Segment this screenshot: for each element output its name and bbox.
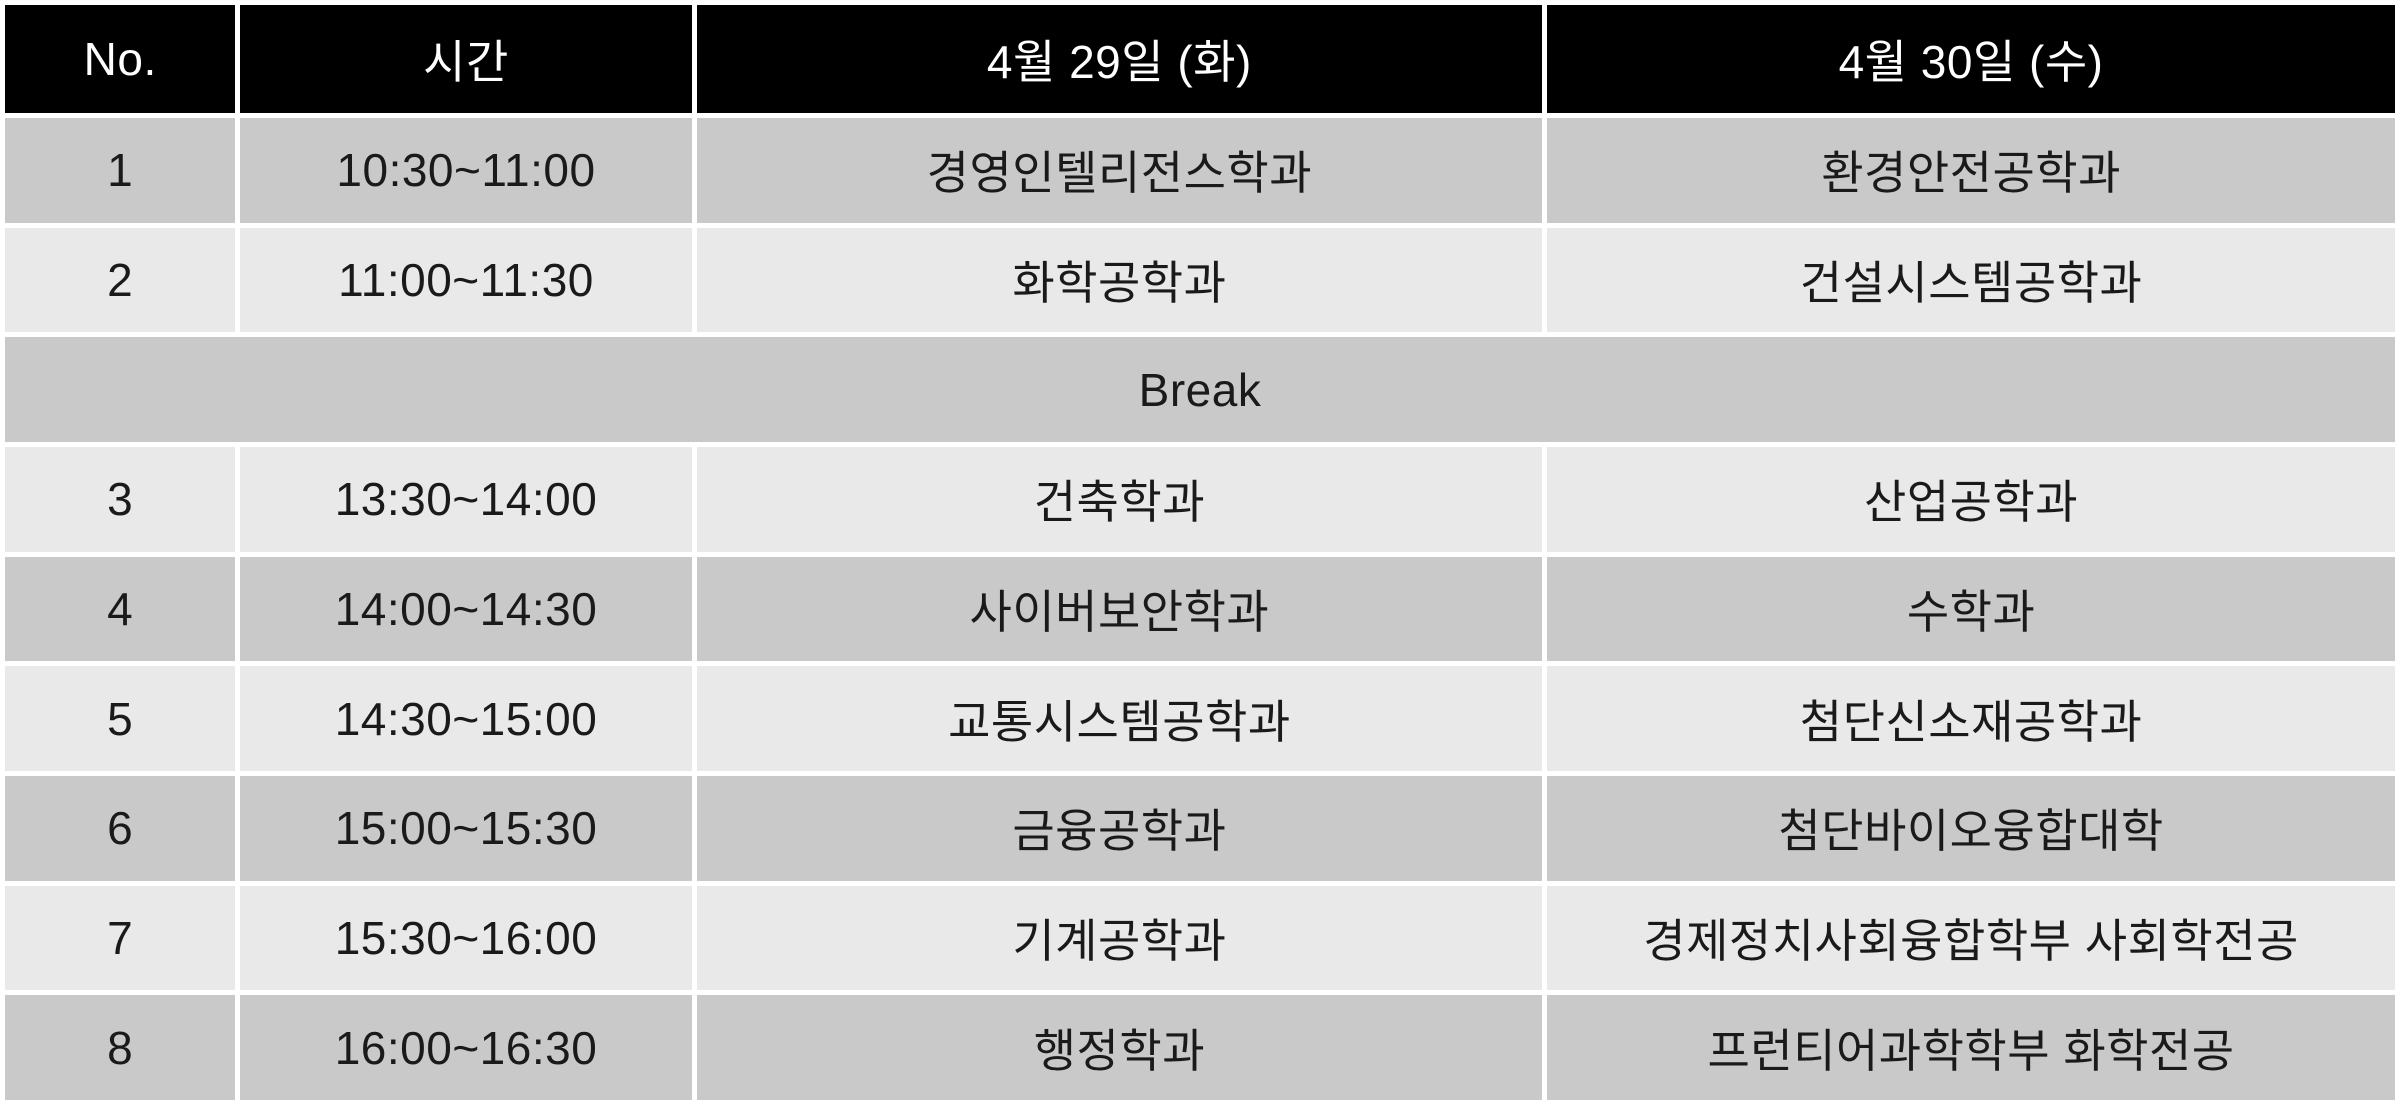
day2-department-cell: 프런티어과학학부 화학전공: [1547, 995, 2395, 1100]
header-row: No. 시간 4월 29일 (화) 4월 30일 (수): [5, 5, 2395, 113]
header-cell-time: 시간: [240, 5, 692, 113]
day2-department-cell: 환경안전공학과: [1547, 118, 2395, 223]
day2-department-cell: 첨단신소재공학과: [1547, 666, 2395, 771]
day1-department-cell: 사이버보안학과: [696, 556, 1543, 662]
day1-department-cell: 기계공학과: [696, 885, 1543, 991]
time-cell: 10:30~11:00: [240, 118, 692, 223]
break-cell: Break: [5, 337, 2395, 442]
break-row: Break: [5, 337, 2395, 442]
row-number-cell: 4: [5, 556, 236, 662]
row-number-cell: 2: [5, 227, 236, 333]
day2-department-cell: 수학과: [1547, 556, 2395, 662]
time-cell: 14:30~15:00: [240, 666, 692, 771]
table-row: 4 14:00~14:30 사이버보안학과 수학과: [5, 556, 2395, 662]
time-cell: 11:00~11:30: [240, 227, 692, 333]
day1-department-cell: 화학공학과: [696, 227, 1543, 333]
time-cell: 15:00~15:30: [240, 775, 692, 881]
row-number-cell: 8: [5, 995, 236, 1100]
table-row: 8 16:00~16:30 행정학과 프런티어과학학부 화학전공: [5, 995, 2395, 1100]
time-cell: 13:30~14:00: [240, 446, 692, 552]
day2-department-cell: 첨단바이오융합대학: [1547, 775, 2395, 881]
row-number-cell: 7: [5, 885, 236, 991]
time-cell: 14:00~14:30: [240, 556, 692, 662]
time-cell: 16:00~16:30: [240, 995, 692, 1100]
table-row: 7 15:30~16:00 기계공학과 경제정치사회융합학부 사회학전공: [5, 885, 2395, 991]
day1-department-cell: 건축학과: [696, 446, 1543, 552]
table-row: 5 14:30~15:00 교통시스템공학과 첨단신소재공학과: [5, 666, 2395, 771]
table-row: 1 10:30~11:00 경영인텔리전스학과 환경안전공학과: [5, 118, 2395, 223]
day1-department-cell: 교통시스템공학과: [696, 666, 1543, 771]
day1-department-cell: 경영인텔리전스학과: [696, 118, 1543, 223]
row-number-cell: 3: [5, 446, 236, 552]
time-cell: 15:30~16:00: [240, 885, 692, 991]
row-number-cell: 6: [5, 775, 236, 881]
day1-department-cell: 행정학과: [696, 995, 1543, 1100]
table-row: 3 13:30~14:00 건축학과 산업공학과: [5, 446, 2395, 552]
table-row: 2 11:00~11:30 화학공학과 건설시스템공학과: [5, 227, 2395, 333]
header-cell-no: No.: [5, 5, 236, 113]
table-row: 6 15:00~15:30 금융공학과 첨단바이오융합대학: [5, 775, 2395, 881]
day1-department-cell: 금융공학과: [696, 775, 1543, 881]
row-number-cell: 5: [5, 666, 236, 771]
header-cell-day1: 4월 29일 (화): [696, 5, 1543, 113]
schedule-table-body: 1 10:30~11:00 경영인텔리전스학과 환경안전공학과 2 11:00~11:30…: [5, 118, 2395, 1100]
day2-department-cell: 경제정치사회융합학부 사회학전공: [1547, 885, 2395, 991]
header-cell-day2: 4월 30일 (수): [1547, 5, 2395, 113]
day2-department-cell: 산업공학과: [1547, 446, 2395, 552]
day2-department-cell: 건설시스템공학과: [1547, 227, 2395, 333]
row-number-cell: 1: [5, 118, 236, 223]
